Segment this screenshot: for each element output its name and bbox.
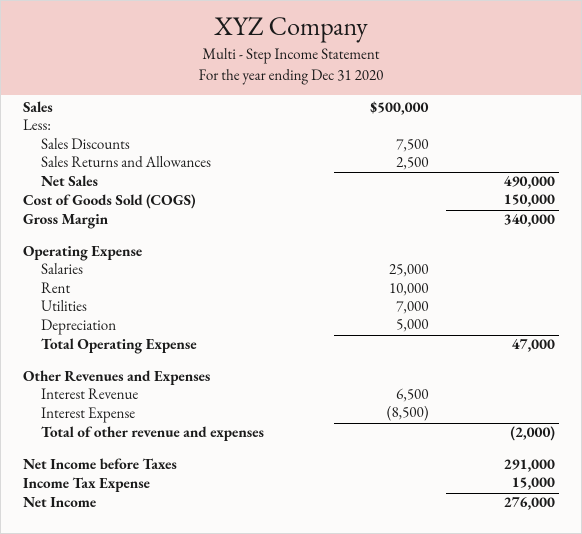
table-row: [23, 229, 559, 243]
line-label: Net Income: [23, 493, 334, 512]
amount-col1: 7,500: [334, 136, 447, 154]
line-label: Total of other revenue and expenses: [23, 423, 334, 442]
statement-title: Multi - Step Income Statement: [1, 45, 581, 64]
amount-col2: [446, 136, 559, 154]
amount-col1: [334, 456, 447, 474]
line-label: Net Sales: [23, 173, 334, 192]
line-label: Cost of Goods Sold (COGS): [23, 191, 334, 210]
line-label: Net Income before Taxes: [23, 456, 334, 474]
amount-col2: [446, 243, 559, 261]
line-label: Sales Discounts: [23, 136, 334, 154]
table-row: Cost of Goods Sold (COGS) 150,000: [23, 191, 559, 210]
amount-col1: [334, 368, 447, 386]
amount-col2: 15,000: [446, 474, 559, 493]
table-row: Sales Discounts7,500: [23, 136, 559, 154]
amount-col1: [334, 173, 447, 192]
amount-col2: [446, 386, 559, 404]
table-row: Operating Expense: [23, 243, 559, 261]
line-label: Operating Expense: [23, 243, 334, 261]
table-row: Sales Returns and Allowances2,500: [23, 154, 559, 173]
amount-col1: [334, 493, 447, 512]
amount-col2: 276,000: [446, 493, 559, 512]
table-row: Total Operating Expense 47,000: [23, 335, 559, 354]
amount-col2: [446, 368, 559, 386]
table-row: Net Income before Taxes 291,000: [23, 456, 559, 474]
line-label: Interest Revenue: [23, 386, 334, 404]
table-row: Other Revenues and Expenses: [23, 368, 559, 386]
amount-col1: $500,000: [334, 99, 447, 117]
line-label: Sales: [23, 99, 334, 117]
amount-col2: [446, 316, 559, 335]
amount-col1: [334, 335, 447, 354]
company-name: XYZ Company: [1, 9, 581, 43]
amount-col1: 10,000: [334, 280, 447, 298]
amount-col1: (8,500): [334, 404, 447, 423]
amount-col2: [446, 280, 559, 298]
table-row: [23, 442, 559, 456]
table-row: Gross Margin 340,000: [23, 210, 559, 229]
income-statement-page: XYZ Company Multi - Step Income Statemen…: [0, 0, 582, 534]
statement-period: For the year ending Dec 31 2020: [1, 66, 581, 85]
line-label: Less:: [23, 117, 334, 135]
amount-col1: [334, 191, 447, 210]
table-row: Rent10,000: [23, 280, 559, 298]
amount-col2: [446, 99, 559, 117]
table-row: Utilities7,000: [23, 298, 559, 316]
table-row: Interest Expense(8,500): [23, 404, 559, 423]
line-label: Other Revenues and Expenses: [23, 368, 334, 386]
amount-col2: [446, 261, 559, 279]
amount-col1: [334, 243, 447, 261]
amount-col2: [446, 298, 559, 316]
amount-col1: 6,500: [334, 386, 447, 404]
amount-col1: 25,000: [334, 261, 447, 279]
amount-col1: 5,000: [334, 316, 447, 335]
table-row: Depreciation5,000: [23, 316, 559, 335]
amount-col2: 340,000: [446, 210, 559, 229]
table-row: Net Sales 490,000: [23, 173, 559, 192]
amount-col1: [334, 210, 447, 229]
amount-col1: [334, 117, 447, 135]
table-row: [23, 354, 559, 368]
amount-col2: 291,000: [446, 456, 559, 474]
amount-col2: [446, 154, 559, 173]
line-label: Utilities: [23, 298, 334, 316]
table-row: Total of other revenue and expenses (2,00…: [23, 423, 559, 442]
line-label: Rent: [23, 280, 334, 298]
line-label: Sales Returns and Allowances: [23, 154, 334, 173]
table-row: Net Income 276,000: [23, 493, 559, 512]
amount-col2: 150,000: [446, 191, 559, 210]
amount-col2: [446, 117, 559, 135]
line-label: Income Tax Expense: [23, 474, 334, 493]
statement-header: XYZ Company Multi - Step Income Statemen…: [1, 1, 581, 95]
table-row: Less:: [23, 117, 559, 135]
line-label: Salaries: [23, 261, 334, 279]
line-label: Total Operating Expense: [23, 335, 334, 354]
line-label: Interest Expense: [23, 404, 334, 423]
amount-col2: 490,000: [446, 173, 559, 192]
income-statement-table: Sales$500,000Less:Sales Discounts7,500Sa…: [23, 99, 559, 512]
table-row: Income Tax Expense 15,000: [23, 474, 559, 493]
amount-col1: 7,000: [334, 298, 447, 316]
line-label: Gross Margin: [23, 210, 334, 229]
line-label: Depreciation: [23, 316, 334, 335]
table-row: Interest Revenue6,500: [23, 386, 559, 404]
table-row: Sales$500,000: [23, 99, 559, 117]
table-row: Salaries25,000: [23, 261, 559, 279]
amount-col2: [446, 404, 559, 423]
amount-col2: 47,000: [446, 335, 559, 354]
amount-col1: [334, 474, 447, 493]
amount-col2: (2,000): [446, 423, 559, 442]
amount-col1: [334, 423, 447, 442]
statement-body: Sales$500,000Less:Sales Discounts7,500Sa…: [1, 95, 581, 520]
amount-col1: 2,500: [334, 154, 447, 173]
